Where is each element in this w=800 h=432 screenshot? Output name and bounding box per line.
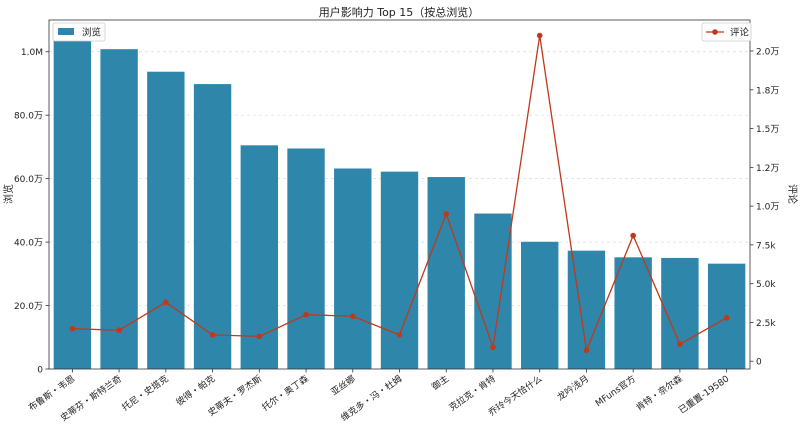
x-tick-label: MFuns官方 (593, 373, 638, 410)
x-tick-label: 已重置-19580 (676, 372, 731, 416)
legend-bars: 浏览 (52, 22, 106, 42)
line-point (723, 315, 730, 321)
bar (334, 168, 372, 369)
line-point (349, 313, 356, 320)
line-layer (69, 32, 730, 354)
legend-line-marker (712, 29, 718, 35)
y-right-tick-label: 5.0k (756, 280, 776, 290)
y-right-tick-label: 1.5万 (756, 125, 779, 135)
bar (147, 71, 185, 369)
chart-title: 用户影响力 Top 15（按总浏览） (319, 5, 480, 19)
legend-bars-label: 浏览 (82, 27, 101, 39)
x-tick-label: 龙吟浅月 (555, 373, 591, 403)
bar (521, 241, 559, 369)
y-right-tick-label: 2.0万 (756, 48, 779, 58)
line-point (630, 232, 636, 239)
y-left-tick-label: 60.0万 (14, 175, 43, 185)
bar (240, 145, 278, 369)
line-point (256, 333, 263, 340)
x-tick-label: 御主 (429, 373, 451, 393)
line-point (583, 347, 590, 354)
legend-line-frame (701, 22, 752, 42)
line-point (677, 341, 683, 347)
line-point (163, 299, 169, 306)
bar (661, 257, 699, 369)
y-right-tick-label: 1.0万 (756, 203, 779, 213)
y-axis-right-label: 评论 (786, 184, 799, 204)
x-tick-label: 托尔・奥丁森 (260, 373, 311, 414)
legend-line-label: 评论 (730, 27, 750, 39)
line-point (490, 344, 496, 351)
line-point (116, 327, 122, 334)
bar (53, 37, 92, 369)
legend-bars-swatch (58, 28, 74, 35)
line-point (536, 32, 543, 39)
line-point (303, 311, 309, 318)
y-right-tick-label: 0 (756, 358, 762, 368)
y-left-tick-label: 1.0M (21, 48, 43, 58)
line-point (443, 211, 450, 217)
legend-bars-frame (52, 22, 106, 42)
y-right-tick-label: 7.5k (756, 241, 776, 251)
y-left-tick-label: 20.0万 (14, 302, 43, 312)
bar (193, 84, 232, 370)
y-axis-left-label: 浏览 (2, 184, 15, 204)
x-tick-label: 托尼・史塔克 (119, 373, 170, 414)
bar-layer (53, 37, 746, 370)
line-point (69, 325, 76, 332)
bar (614, 257, 652, 369)
y-right-tick-label: 1.2万 (756, 164, 779, 174)
bar (287, 148, 325, 369)
y-right-tick-label: 1.8万 (756, 86, 779, 96)
y-right-tick-label: 2.5k (756, 319, 776, 329)
bar (100, 49, 138, 370)
x-tick-label: 彼得・帕克 (174, 373, 218, 409)
line-point (209, 332, 216, 338)
y-left-tick-label: 0 (37, 366, 43, 376)
y-left-tick-label: 80.0万 (14, 112, 43, 122)
y-left-tick-label: 40.0万 (14, 239, 43, 249)
line-point (396, 332, 403, 338)
x-tick-label: 亚丝娜 (328, 373, 357, 398)
bar (380, 171, 419, 369)
legend-line: 评论 (701, 22, 752, 42)
bar (427, 177, 465, 369)
